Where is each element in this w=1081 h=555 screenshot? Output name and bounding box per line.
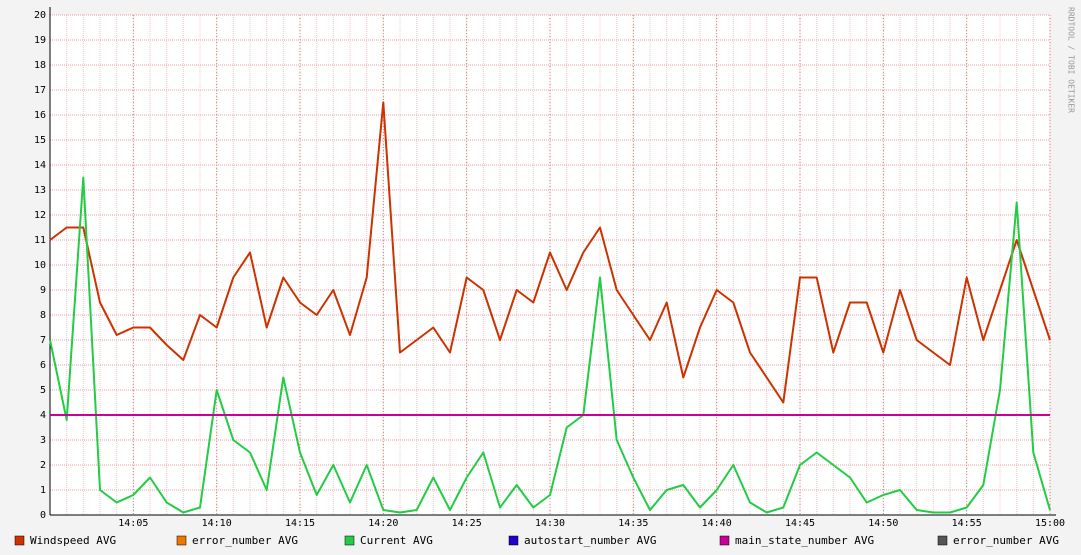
legend-swatch: [719, 535, 730, 546]
y-tick-label: 5: [40, 385, 46, 396]
x-tick-label: 14:30: [535, 518, 565, 529]
x-tick-label: 14:55: [952, 518, 982, 529]
y-tick-label: 12: [34, 210, 46, 221]
y-tick-label: 19: [34, 35, 46, 46]
y-tick-label: 0: [40, 510, 46, 521]
x-tick-label: 14:05: [118, 518, 148, 529]
y-tick-label: 18: [34, 60, 46, 71]
x-tick-label: 14:35: [618, 518, 648, 529]
legend-label: main_state_number AVG: [735, 534, 874, 547]
y-tick-label: 4: [40, 410, 46, 421]
y-tick-label: 17: [34, 85, 46, 96]
legend-label: error_number AVG: [192, 534, 298, 547]
legend-label: Current AVG: [360, 534, 433, 547]
legend-label: autostart_number AVG: [524, 534, 656, 547]
y-tick-label: 10: [34, 260, 46, 271]
y-tick-label: 13: [34, 185, 46, 196]
y-tick-label: 7: [40, 335, 46, 346]
legend-swatch: [176, 535, 187, 546]
x-tick-label: 14:25: [452, 518, 482, 529]
x-tick-label: 14:15: [285, 518, 315, 529]
series-line: [49, 176, 1051, 514]
legend-swatch: [14, 535, 25, 546]
legend-label: error_number AVG: [953, 534, 1059, 547]
legend-swatch: [937, 535, 948, 546]
y-tick-label: 3: [40, 435, 46, 446]
y-tick-label: 11: [34, 235, 46, 246]
watermark: RRDTOOL / TOBI OETIKER: [1067, 7, 1076, 113]
y-tick-label: 20: [34, 10, 46, 21]
x-tick-label: 14:40: [702, 518, 732, 529]
x-tick-label: 15:00: [1035, 518, 1065, 529]
y-tick-label: 14: [34, 160, 46, 171]
x-tick-label: 14:20: [368, 518, 398, 529]
y-tick-label: 8: [40, 310, 46, 321]
legend-label: Windspeed AVG: [30, 534, 116, 547]
y-tick-label: 9: [40, 285, 46, 296]
y-tick-label: 16: [34, 110, 46, 121]
legend-swatch: [344, 535, 355, 546]
x-tick-label: 14:45: [785, 518, 815, 529]
y-tick-label: 15: [34, 135, 46, 146]
x-tick-label: 14:50: [868, 518, 898, 529]
series-line: [49, 101, 1051, 404]
y-tick-label: 6: [40, 360, 46, 371]
legend-swatch: [508, 535, 519, 546]
x-tick-label: 14:10: [202, 518, 232, 529]
y-tick-label: 2: [40, 460, 46, 471]
y-tick-label: 1: [40, 485, 46, 496]
